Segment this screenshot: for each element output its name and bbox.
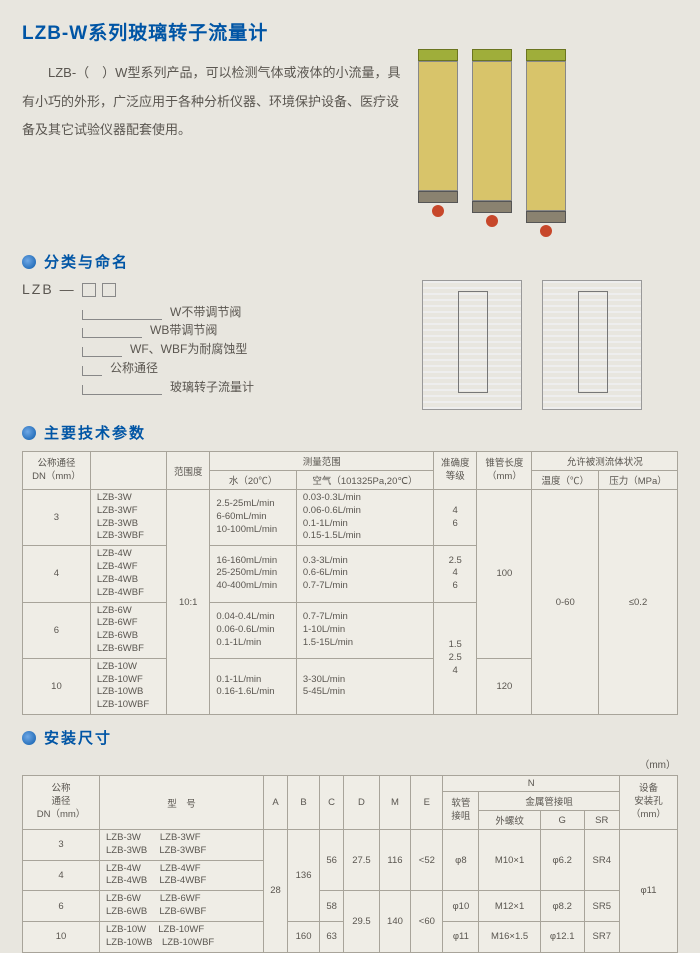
bullet-icon xyxy=(22,731,36,745)
flowmeter-image xyxy=(472,49,512,229)
bullet-icon xyxy=(22,255,36,269)
table-row: 3 LZB-3W LZB-3WF LZB-3WB LZB-3WBF 10:1 2… xyxy=(23,490,678,546)
flowmeter-image xyxy=(418,49,458,219)
flowmeter-image xyxy=(526,49,566,239)
install-table: 公称 通径 DN（mm） 型 号 A B C D M E N 设备 安装孔 （m… xyxy=(22,775,678,953)
page-title: LZB-W系列玻璃转子流量计 xyxy=(22,18,678,45)
dimension-drawing xyxy=(422,280,522,410)
specs-table: 公称通径 DN（mm） 范围度 测量范围 准确度 等级 锥管长度 （mm） 允许… xyxy=(22,451,678,715)
naming-diagram: LZB — W不带调节阀 WB带调节阀 WF、WBF为耐腐蚀型 公称通径 玻璃转… xyxy=(22,280,392,398)
section-header-specs: 主要技术参数 xyxy=(22,422,678,443)
section-header-install: 安装尺寸 xyxy=(22,727,678,748)
dimension-drawing xyxy=(542,280,642,410)
table-row: 3 LZB-3W LZB-3WF LZB-3WB LZB-3WBF 28 136… xyxy=(23,830,678,861)
bullet-icon xyxy=(22,426,36,440)
dimension-drawings xyxy=(422,280,642,410)
intro-text: LZB-（ ）W型系列产品，可以检测气体或液体的小流量，具有小巧的外形，广泛应用… xyxy=(22,59,402,239)
unit-label: （mm） xyxy=(22,756,676,771)
product-photos xyxy=(418,49,566,239)
section-header-naming: 分类与命名 xyxy=(22,251,678,272)
